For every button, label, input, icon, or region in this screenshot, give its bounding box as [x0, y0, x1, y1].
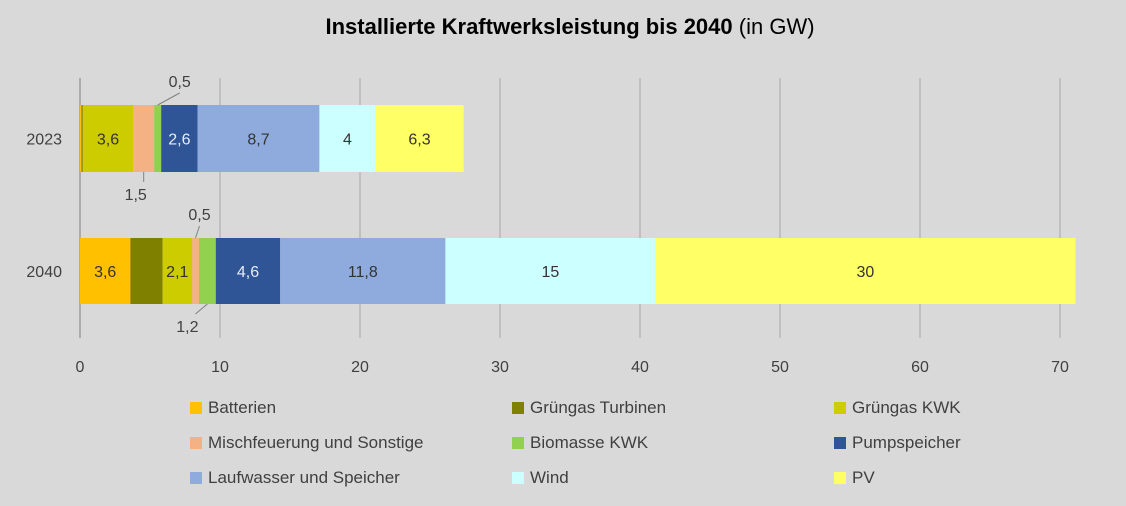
bar-segment: [319, 105, 376, 172]
legend-item: Grüngas Turbinen: [512, 398, 666, 418]
data-label: 4: [343, 132, 352, 149]
legend-swatch: [190, 472, 202, 484]
legend-swatch: [190, 437, 202, 449]
data-label: 0,5: [188, 207, 210, 224]
legend-swatch: [512, 402, 524, 414]
data-label: 8,7: [247, 132, 269, 149]
chart-title-unit: (in GW): [738, 14, 815, 39]
legend-swatch: [834, 437, 846, 449]
chart-title: Installierte Kraftwerksleistung bis 2040…: [0, 14, 1126, 40]
data-label: 6,3: [408, 132, 430, 149]
x-tick-label: 10: [211, 359, 229, 376]
legend-item: Wind: [512, 468, 569, 488]
bar-segment: [133, 105, 155, 172]
legend-label: Mischfeuerung und Sonstige: [208, 433, 424, 452]
legend-item: Grüngas KWK: [834, 398, 961, 418]
legend-item: Biomasse KWK: [512, 433, 648, 453]
legend-label: Biomasse KWK: [530, 433, 649, 452]
data-label: 0,5: [169, 74, 191, 91]
legend-swatch: [190, 402, 202, 414]
bar-segment: [154, 105, 162, 172]
legend-swatch: [512, 472, 524, 484]
legend-label: PV: [852, 468, 875, 487]
x-tick-label: 0: [76, 359, 85, 376]
legend-swatch: [834, 472, 846, 484]
legend-item: Batterien: [190, 398, 276, 418]
legend-label: Batterien: [208, 398, 277, 417]
bar-segment: [162, 238, 192, 304]
legend-swatch: [834, 402, 846, 414]
data-label: 2,1: [166, 264, 188, 281]
legend-label: Grüngas Turbinen: [530, 398, 667, 417]
legend-label: Laufwasser und Speicher: [208, 468, 400, 487]
legend-swatch: [512, 437, 524, 449]
bar-segment: [375, 105, 464, 172]
data-label: 3,6: [94, 264, 116, 281]
legend-label: Wind: [530, 468, 569, 487]
x-tick-label: 70: [1051, 359, 1069, 376]
legend-label: Pumpspeicher: [852, 433, 961, 452]
bar-segment: [81, 105, 83, 172]
data-label: 3,6: [97, 132, 119, 149]
data-label: 1,2: [176, 319, 198, 336]
x-tick-label: 40: [631, 359, 649, 376]
bar-segment: [130, 238, 163, 304]
legend-item: Pumpspeicher: [834, 433, 961, 453]
bar-segment: [161, 105, 198, 172]
bar-segment: [199, 238, 216, 304]
leader-line: [195, 225, 200, 239]
data-label: 11,8: [348, 264, 378, 281]
bar-segment: [445, 238, 656, 304]
bar-segment: [215, 238, 281, 304]
bar-segment: [192, 238, 199, 304]
legend-item: PV: [834, 468, 875, 488]
data-label: 15: [542, 264, 560, 281]
legend-item: Mischfeuerung und Sonstige: [190, 433, 423, 453]
bar-segment: [197, 105, 320, 172]
data-label: 30: [857, 264, 875, 281]
leader-line: [157, 92, 180, 106]
legend-label: Grüngas KWK: [852, 398, 961, 417]
data-label: 4,6: [237, 264, 259, 281]
data-label: 1,5: [125, 187, 147, 204]
bar-segment: [80, 238, 131, 304]
y-category-label: 2040: [26, 264, 62, 281]
x-tick-label: 30: [491, 359, 509, 376]
leader-line: [195, 303, 208, 315]
bar-segment: [80, 105, 82, 172]
bar-segment: [280, 238, 446, 304]
chart-title-main: Installierte Kraftwerksleistung bis 2040: [325, 14, 733, 39]
bar-segment: [82, 105, 134, 172]
y-category-label: 2023: [26, 132, 62, 149]
x-tick-label: 50: [771, 359, 789, 376]
legend-item: Laufwasser und Speicher: [190, 468, 400, 488]
bar-segment: [655, 238, 1076, 304]
data-label: 2,6: [168, 132, 190, 149]
x-tick-label: 60: [911, 359, 929, 376]
x-tick-label: 20: [351, 359, 369, 376]
